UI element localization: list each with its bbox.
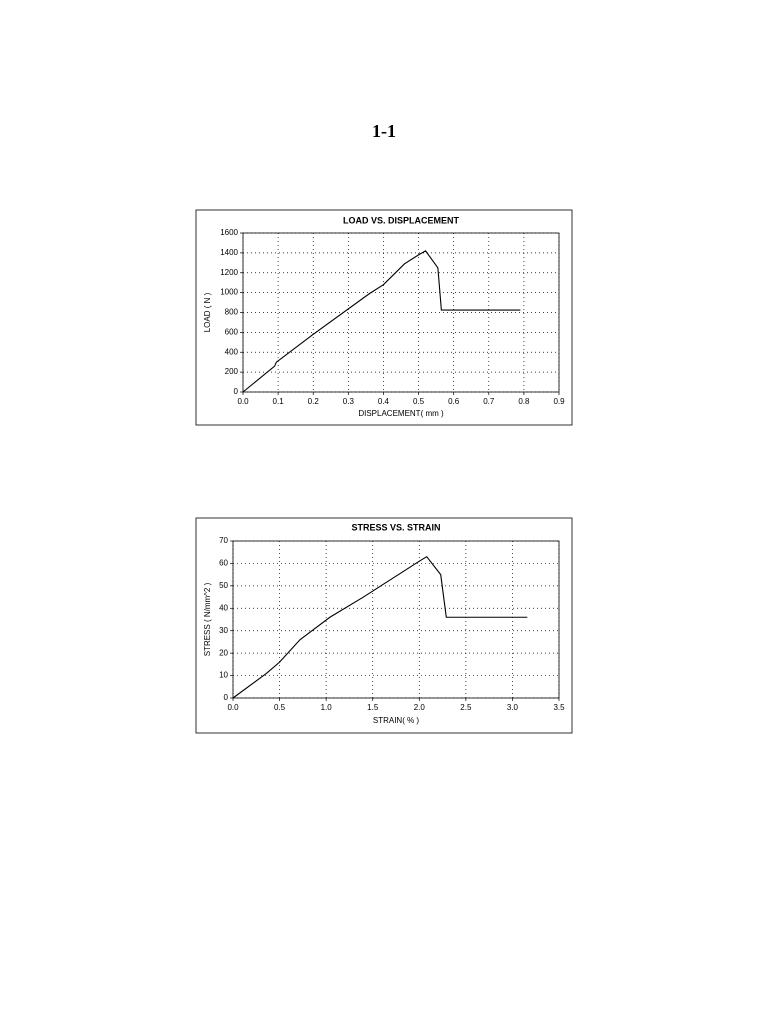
y-tick-label: 30: [219, 626, 228, 635]
y-tick-label: 1200: [220, 268, 238, 277]
y-tick-label: 1400: [220, 248, 238, 257]
chart-frame: [195, 209, 573, 426]
x-tick-label: 0.3: [343, 397, 355, 406]
x-tick-label: 2.0: [414, 703, 426, 712]
x-tick-label: 0.7: [483, 397, 495, 406]
y-tick-label: 40: [219, 603, 228, 612]
y-tick-label: 70: [219, 536, 228, 545]
y-axis-label: LOAD ( N ): [203, 292, 212, 332]
x-tick-label: 3.5: [553, 703, 565, 712]
y-tick-label: 10: [219, 671, 228, 680]
chart-title: LOAD VS. DISPLACEMENT: [343, 215, 460, 225]
y-axis-label: STRESS ( N/mm^2 ): [203, 582, 212, 656]
y-tick-label: 50: [219, 581, 228, 590]
x-tick-label: 0.5: [413, 397, 425, 406]
x-tick-label: 0.4: [378, 397, 390, 406]
x-tick-label: 0.9: [553, 397, 565, 406]
x-axis-label: DISPLACEMENT( mm ): [358, 409, 444, 418]
x-tick-label: 0.5: [274, 703, 286, 712]
x-axis-label: STRAIN( % ): [373, 716, 420, 725]
chart-title: STRESS VS. STRAIN: [351, 522, 440, 532]
x-tick-label: 3.0: [507, 703, 519, 712]
x-tick-label: 1.0: [321, 703, 333, 712]
y-tick-label: 0: [234, 387, 239, 396]
chart-frame: [195, 517, 573, 734]
plot-area: [242, 232, 560, 393]
x-tick-label: 1.5: [367, 703, 379, 712]
y-tick-label: 20: [219, 648, 228, 657]
y-tick-label: 200: [225, 367, 239, 376]
y-tick-label: 800: [225, 308, 239, 317]
y-tick-label: 400: [225, 347, 239, 356]
y-tick-label: 60: [219, 559, 228, 568]
x-tick-label: 0.0: [227, 703, 239, 712]
data-line: [242, 250, 521, 393]
y-tick-label: 600: [225, 327, 239, 336]
y-tick-label: 0: [224, 693, 229, 702]
plot-area: [232, 540, 560, 699]
x-tick-label: 0.8: [518, 397, 530, 406]
x-tick-label: 0.2: [308, 397, 320, 406]
data-line: [232, 555, 528, 699]
y-tick-label: 1600: [220, 228, 238, 237]
y-tick-label: 1000: [220, 288, 238, 297]
page-heading: 1-1: [372, 121, 396, 141]
x-tick-label: 0.6: [448, 397, 460, 406]
x-tick-label: 0.0: [237, 397, 249, 406]
x-tick-label: 0.1: [273, 397, 285, 406]
x-tick-label: 2.5: [460, 703, 472, 712]
